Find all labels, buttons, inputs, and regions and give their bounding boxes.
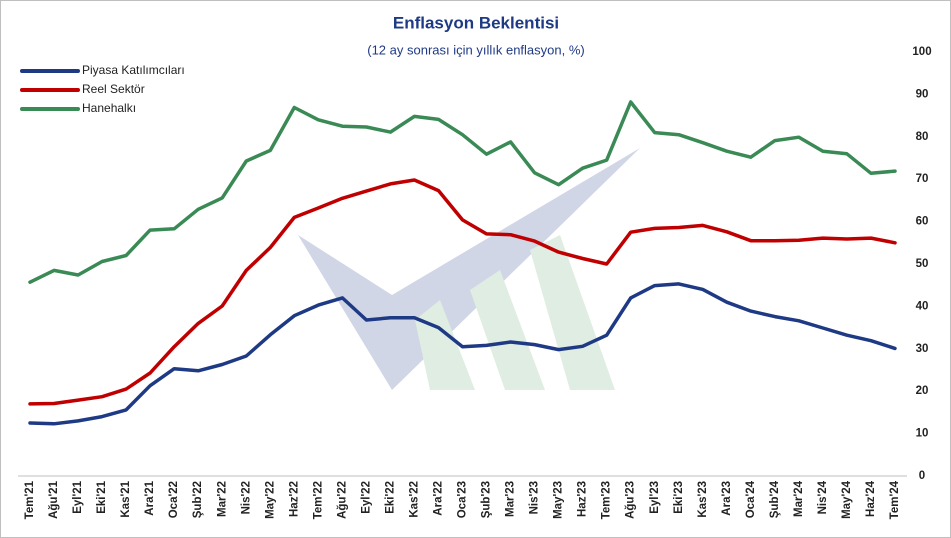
x-tick-label: Nis'24 [817, 480, 829, 514]
chart-subtitle: (12 ay sonrası için yıllık enflasyon, %) [367, 42, 584, 57]
chart-title: Enflasyon Beklentisi [393, 13, 559, 32]
watermark-bar [470, 270, 545, 390]
x-tick-label: Ara'23 [721, 481, 733, 516]
x-tick-label: Kas'22 [408, 481, 420, 518]
watermark [298, 148, 640, 390]
y-tick-label: 0 [919, 470, 925, 482]
x-tick-label: Oca'23 [457, 481, 469, 518]
x-tick-label: Haz'24 [865, 480, 877, 517]
x-tick-label: Ağu'22 [336, 481, 348, 519]
x-tick-label: Haz'23 [577, 481, 589, 517]
y-tick-label: 20 [916, 385, 929, 397]
x-tick-label: Tem'24 [889, 480, 901, 519]
x-tick-label: Tem'21 [24, 480, 36, 519]
y-tick-label: 90 [916, 88, 929, 100]
x-tick-label: Tem'23 [601, 481, 613, 519]
x-tick-label: Eki'23 [673, 481, 685, 514]
x-tick-label: Ara'21 [144, 480, 156, 515]
legend-label: Reel Sektör [82, 82, 145, 96]
y-tick-label: 50 [916, 258, 929, 270]
x-tick-label: Nis'23 [529, 481, 541, 514]
x-tick-label: Şub'24 [769, 480, 781, 518]
x-tick-label: Kas'21 [120, 480, 132, 517]
x-tick-label: Haz'22 [288, 481, 300, 517]
watermark-check [298, 148, 640, 390]
x-tick-label: Şub'22 [192, 481, 204, 518]
x-tick-label: Mar'23 [505, 481, 517, 517]
series-line [28, 178, 897, 406]
x-tick-label: Ağu'21 [48, 480, 60, 518]
y-tick-label: 60 [916, 216, 929, 228]
y-tick-label: 40 [916, 300, 929, 312]
x-tick-label: Ara'22 [433, 481, 445, 516]
x-tick-label: Tem'22 [312, 481, 324, 519]
x-tick-label: Eki'21 [96, 480, 108, 513]
x-tick-label: Eyl'21 [72, 480, 84, 513]
x-tick-label: Kas'23 [697, 481, 709, 518]
legend-label: Hanehalkı [82, 101, 136, 115]
y-tick-label: 30 [916, 343, 929, 355]
x-tick-label: May'24 [841, 480, 853, 519]
x-tick-label: Mar'24 [793, 480, 805, 517]
y-tick-label: 10 [916, 428, 929, 440]
x-tick-label: Şub'23 [481, 481, 493, 518]
x-tick-label: Oca'22 [168, 481, 180, 518]
series-line [28, 282, 897, 426]
x-tick-label: Oca'24 [745, 480, 757, 518]
x-tick-label: Nis'22 [240, 481, 252, 514]
watermark-bar [530, 235, 615, 390]
x-tick-label: Ağu'23 [625, 481, 637, 519]
legend-label: Piyasa Katılımcıları [82, 63, 185, 77]
x-tick-label: Mar'22 [216, 481, 228, 517]
x-tick-label: Eyl'23 [649, 481, 661, 514]
x-tick-label: May'23 [553, 481, 565, 519]
x-tick-label: Eyl'22 [360, 481, 372, 514]
y-tick-label: 100 [912, 46, 931, 58]
x-tick-label: Eki'22 [384, 481, 396, 514]
y-tick-label: 70 [916, 173, 929, 185]
series-line [28, 100, 897, 284]
y-tick-label: 80 [916, 131, 929, 143]
x-tick-label: May'22 [264, 481, 276, 519]
